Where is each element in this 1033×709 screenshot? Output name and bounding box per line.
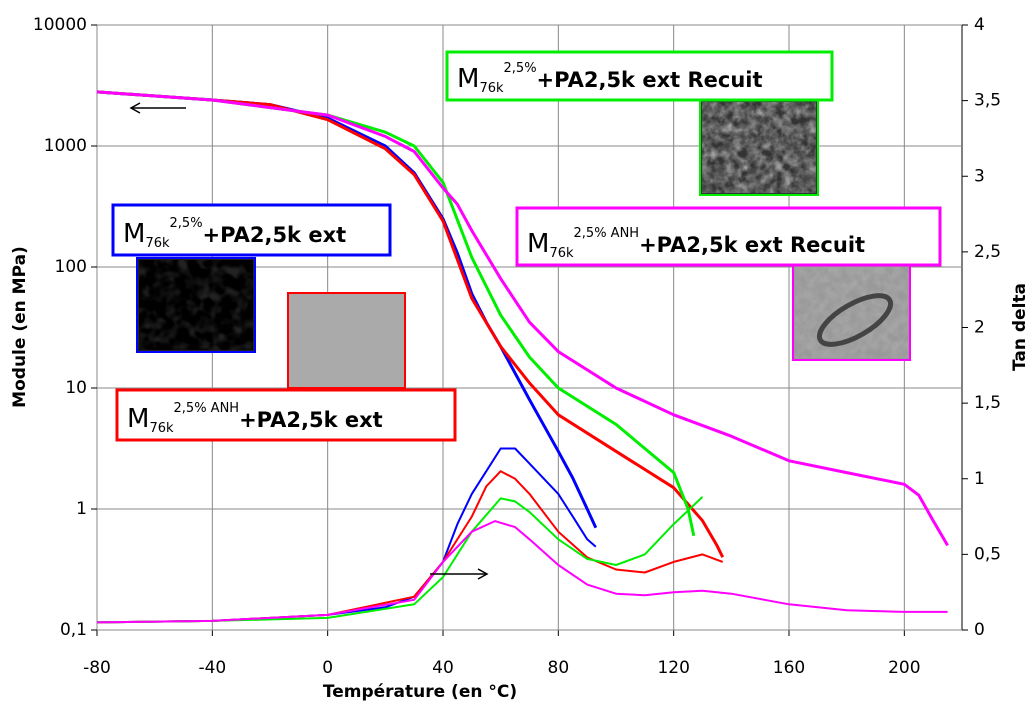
x-tick-label: 40 [432,658,454,678]
annotation-rest: +PA2,5k ext [239,408,383,432]
annotation-sup: 2,5% [504,61,537,76]
annotation-rest: +PA2,5k ext Recuit [537,68,763,92]
micrographs [136,99,911,389]
annotation-sub: 76k [149,421,174,436]
annotation-base: M [127,404,149,434]
series-line [96,447,597,624]
annotation-box [111,203,392,257]
y2-tick-label: 3,5 [974,91,1001,111]
series-line [96,496,704,624]
series-line [96,520,948,624]
y2-tick-label: 1 [974,469,985,489]
annotation-base: M [123,219,145,249]
y2-axis-title: Tan delta [1010,283,1030,371]
y2-tick-label: 0 [974,620,985,640]
annotation: M76k2,5% ANH+PA2,5k ext [127,401,383,436]
annotation-sub: 76k [145,236,170,251]
x-tick-label: 200 [888,658,920,678]
x-tick-label: 120 [657,658,689,678]
x-axis-title: Température (en °C) [323,682,517,702]
x-tick-label: 160 [773,658,805,678]
y-tick-label: 10 [65,378,87,398]
annotation-base: M [527,229,549,259]
x-tick-label: -80 [83,658,111,678]
series-line [96,90,949,547]
lines [96,90,949,624]
arrows [129,102,489,580]
annotation-sub: 76k [479,81,504,96]
annotation-sup: 2,5% ANH [574,226,640,241]
annotation-box [115,388,457,442]
y2-tick-label: 2,5 [974,242,1001,262]
annotation-rest: +PA2,5k ext [203,223,347,247]
annotation-box [515,206,942,267]
annotation-sub: 76k [549,246,574,261]
x-tick-label: -40 [198,658,226,678]
y-tick-label: 10000 [33,15,87,35]
y2-tick-label: 0,5 [974,544,1001,564]
x-tick-label: 80 [548,658,570,678]
annotation: M76k2,5%+PA2,5k ext Recuit [457,61,763,96]
annotation: M76k2,5% ANH+PA2,5k ext Recuit [527,226,865,261]
series-line [96,470,724,624]
y2-tick-label: 3 [974,166,985,186]
annotation-base: M [457,64,479,94]
annotation-sup: 2,5% ANH [174,401,240,416]
y-axis-title: Module (en MPa) [10,246,30,408]
y2-tick-label: 2 [974,318,985,338]
annotation-box [445,50,834,102]
y2-tick-label: 1,5 [974,393,1001,413]
y-tick-label: 0,1 [60,620,87,640]
y-tick-label: 1 [76,499,87,519]
x-tick-label: 0 [322,658,333,678]
y-tick-label: 100 [55,257,87,277]
annotation-rest: +PA2,5k ext Recuit [639,233,865,257]
y-tick-label: 1000 [44,136,87,156]
annotation: M76k2,5%+PA2,5k ext [123,216,346,251]
annotation-sup: 2,5% [170,216,203,231]
y2-tick-label: 4 [974,15,985,35]
